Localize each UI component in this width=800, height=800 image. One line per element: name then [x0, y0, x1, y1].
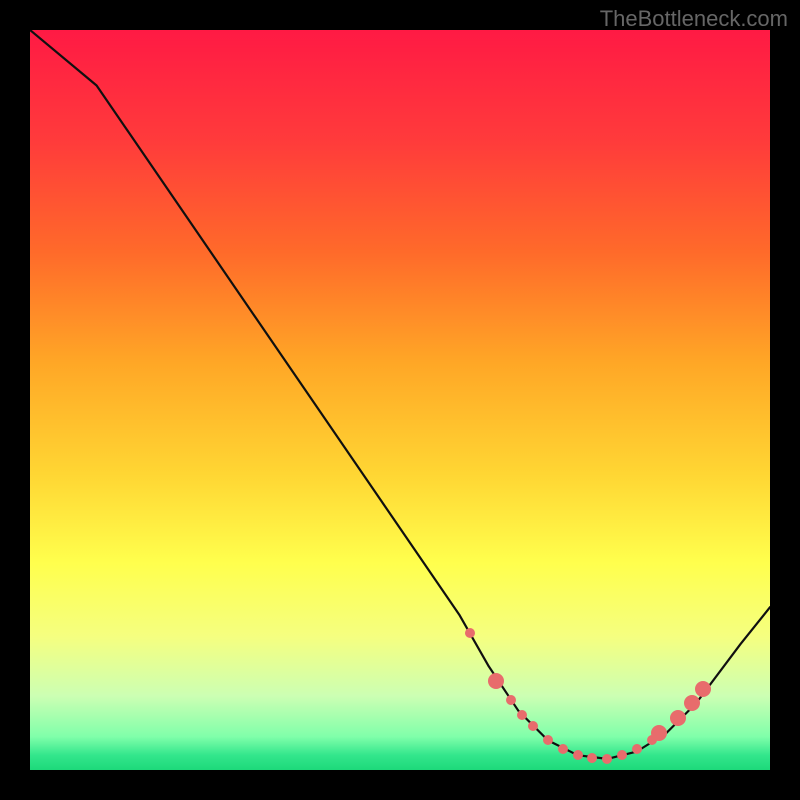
curve-layer [30, 30, 770, 770]
data-marker [517, 710, 527, 720]
data-marker [684, 695, 700, 711]
bottleneck-curve [30, 30, 770, 759]
data-marker [632, 744, 642, 754]
data-marker [465, 628, 475, 638]
data-marker [488, 673, 504, 689]
data-marker [617, 750, 627, 760]
data-marker [543, 735, 553, 745]
data-marker [670, 710, 686, 726]
data-marker [506, 695, 516, 705]
data-marker [587, 753, 597, 763]
plot-area [30, 30, 770, 770]
data-marker [573, 750, 583, 760]
data-marker [528, 721, 538, 731]
data-marker [602, 754, 612, 764]
data-marker [695, 681, 711, 697]
data-marker [651, 725, 667, 741]
watermark-text: TheBottleneck.com [600, 6, 788, 32]
data-marker [558, 744, 568, 754]
